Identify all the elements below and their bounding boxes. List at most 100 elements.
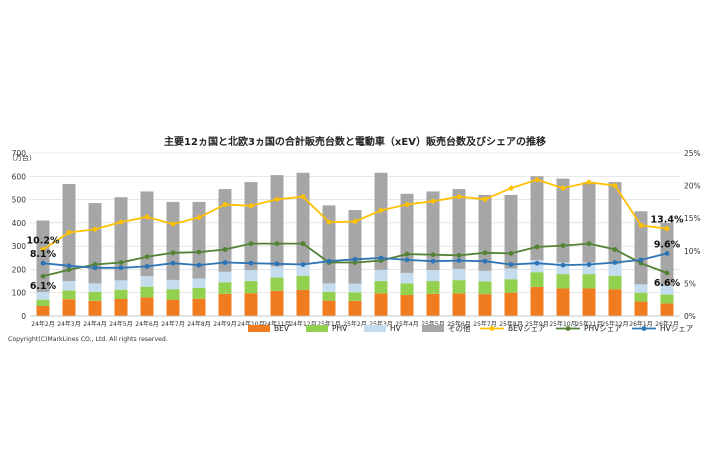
point-PHVシェア	[560, 243, 566, 248]
annotation-label: 6.1%	[30, 281, 57, 292]
point-BEVシェア	[40, 247, 46, 252]
point-BEVシェア	[638, 222, 644, 228]
annotation-label: 8.1%	[30, 249, 57, 260]
bar-segment-その他	[608, 182, 622, 265]
bar-segment-BEV	[608, 289, 622, 316]
bar-segment-HV	[608, 264, 622, 276]
bar-segment-PHV	[244, 281, 258, 294]
copyright-text: Copyright(C)MarkLines CO., Ltd. All righ…	[8, 336, 168, 343]
point-PHVシェア	[534, 244, 540, 250]
point-BEVシェア	[326, 219, 332, 225]
point-PHVシェア	[274, 241, 280, 247]
bar-segment-その他	[400, 193, 414, 273]
bar-segment-BEV	[114, 299, 128, 316]
point-PHVシェア	[300, 241, 306, 247]
point-BEVシェア	[144, 214, 150, 220]
point-HVシェア	[40, 260, 46, 266]
point-PHVシェア	[508, 251, 514, 256]
point-PHVシェア	[196, 249, 202, 255]
point-BEVシェア	[430, 198, 436, 204]
legend-label: PHV	[332, 324, 348, 333]
bar-segment-PHV	[88, 292, 102, 301]
legend-marker-BEVシェア	[489, 326, 495, 331]
bar-segment-HV	[348, 283, 362, 293]
point-BEVシェア	[66, 230, 72, 235]
x-tick-label: 24年2月	[31, 320, 54, 328]
bar-segment-その他	[504, 194, 518, 269]
x-tick-label: 25年2月	[343, 320, 366, 328]
legend-label: PHVシェア	[584, 324, 622, 333]
point-HVシェア	[664, 251, 670, 256]
point-PHVシェア	[664, 270, 670, 276]
annotation-label: 10.2%	[27, 235, 60, 246]
point-BEVシェア	[482, 196, 488, 202]
point-BEVシェア	[248, 203, 254, 209]
bar-segment-その他	[166, 201, 180, 280]
bar-segment-BEV	[88, 300, 102, 316]
bar-segment-その他	[114, 197, 128, 281]
annotation-label: 6.6%	[654, 278, 681, 289]
bar-segment-HV	[634, 284, 648, 293]
x-tick-label: 25年12月	[601, 320, 628, 328]
x-tick-label: 24年8月	[187, 320, 210, 328]
point-HVシェア	[352, 256, 358, 262]
point-PHVシェア	[170, 250, 176, 256]
bar-segment-その他	[244, 182, 258, 271]
point-PHVシェア	[248, 241, 254, 247]
bar-segment-その他	[374, 172, 388, 270]
point-HVシェア	[508, 262, 514, 267]
x-tick-label: 25年8月	[499, 320, 522, 328]
chart-title: 主要12ヵ国と北欧3ヵ国の合計販売台数と電動車（xEV）販売台数及びシェアの推移	[164, 135, 546, 148]
point-HVシェア	[404, 257, 410, 263]
point-BEVシェア	[170, 221, 176, 227]
right-tick-label: 5%	[684, 279, 696, 288]
point-HVシェア	[378, 255, 384, 261]
point-BEVシェア	[352, 219, 358, 224]
point-BEVシェア	[508, 185, 514, 191]
bar-segment-HV	[114, 280, 128, 290]
point-BEVシェア	[534, 177, 540, 183]
x-tick-label: 24年11月	[263, 320, 290, 328]
bar-segment-PHV	[218, 282, 232, 294]
point-BEVシェア	[274, 196, 280, 202]
left-tick-label: 500	[12, 196, 27, 205]
bar-segment-PHV	[140, 286, 154, 298]
bar-segment-BEV	[244, 293, 258, 316]
point-PHVシェア	[40, 273, 46, 279]
bar-segment-BEV	[374, 293, 388, 316]
point-PHVシェア	[404, 251, 410, 257]
bar-segment-PHV	[62, 290, 76, 300]
bar-segment-その他	[36, 220, 50, 293]
right-tick-label: 20%	[684, 182, 701, 191]
legend-marker-PHVシェア	[565, 326, 571, 331]
bar-segment-PHV	[530, 272, 544, 287]
bar-segment-BEV	[634, 301, 648, 316]
point-HVシェア	[222, 260, 228, 265]
x-tick-label: 24年9月	[213, 320, 236, 328]
x-tick-label: 24年7月	[161, 320, 184, 328]
bar-segment-PHV	[660, 294, 674, 304]
bar-segment-BEV	[140, 297, 154, 316]
bar-segment-HV	[218, 271, 232, 283]
bar-segment-HV	[504, 268, 518, 280]
left-tick-label: 100	[12, 289, 27, 298]
point-BEVシェア	[378, 207, 384, 213]
bar-segment-BEV	[660, 303, 674, 316]
left-tick-label: 200	[12, 265, 27, 274]
left-tick-label: 400	[12, 219, 27, 228]
x-tick-label: 24年4月	[83, 320, 106, 328]
left-tick-label: 600	[12, 172, 27, 181]
point-HVシェア	[300, 262, 306, 267]
bar-segment-その他	[192, 201, 206, 279]
point-PHVシェア	[66, 267, 72, 273]
bar-segment-HV	[452, 268, 466, 281]
bar-segment-PHV	[504, 279, 518, 293]
bar-segment-その他	[348, 210, 362, 284]
x-tick-label: 24年3月	[57, 320, 80, 328]
bar-segment-HV	[166, 279, 180, 290]
x-tick-label: 26年2月	[655, 320, 678, 328]
right-tick-label: 10%	[684, 247, 701, 256]
bar-segment-PHV	[452, 280, 466, 294]
point-HVシェア	[248, 260, 254, 266]
